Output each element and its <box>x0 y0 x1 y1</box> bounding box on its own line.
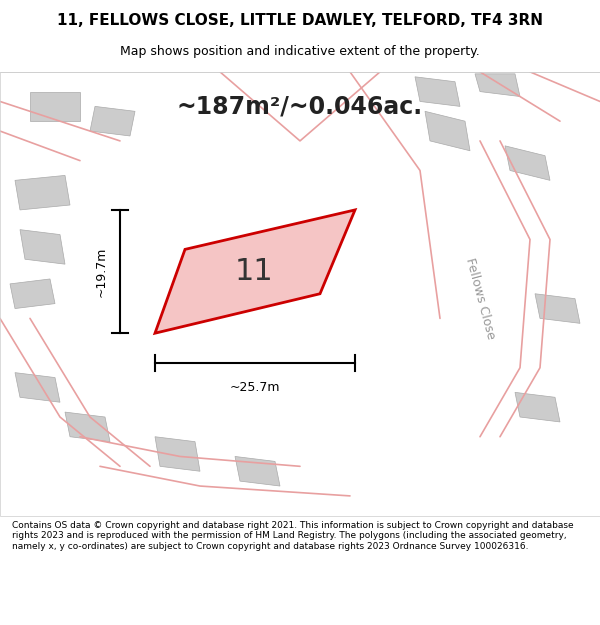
Polygon shape <box>65 412 110 442</box>
Polygon shape <box>505 146 550 181</box>
Text: Map shows position and indicative extent of the property.: Map shows position and indicative extent… <box>120 45 480 58</box>
Text: 11, FELLOWS CLOSE, LITTLE DAWLEY, TELFORD, TF4 3RN: 11, FELLOWS CLOSE, LITTLE DAWLEY, TELFOR… <box>57 12 543 28</box>
Polygon shape <box>475 74 520 96</box>
Polygon shape <box>15 176 70 210</box>
Polygon shape <box>535 294 580 323</box>
Text: ~19.7m: ~19.7m <box>95 246 108 297</box>
Polygon shape <box>155 437 200 471</box>
Polygon shape <box>15 372 60 402</box>
Polygon shape <box>415 77 460 106</box>
Text: ~25.7m: ~25.7m <box>230 381 280 394</box>
Text: Contains OS data © Crown copyright and database right 2021. This information is : Contains OS data © Crown copyright and d… <box>12 521 574 551</box>
Polygon shape <box>20 229 65 264</box>
Text: ~187m²/~0.046ac.: ~187m²/~0.046ac. <box>177 94 423 118</box>
Text: Fellows Close: Fellows Close <box>463 256 497 341</box>
Polygon shape <box>425 111 470 151</box>
Polygon shape <box>515 392 560 422</box>
Polygon shape <box>90 106 135 136</box>
Polygon shape <box>10 279 55 309</box>
Polygon shape <box>155 210 355 333</box>
Polygon shape <box>30 92 80 121</box>
Text: 11: 11 <box>235 257 273 286</box>
Polygon shape <box>235 456 280 486</box>
